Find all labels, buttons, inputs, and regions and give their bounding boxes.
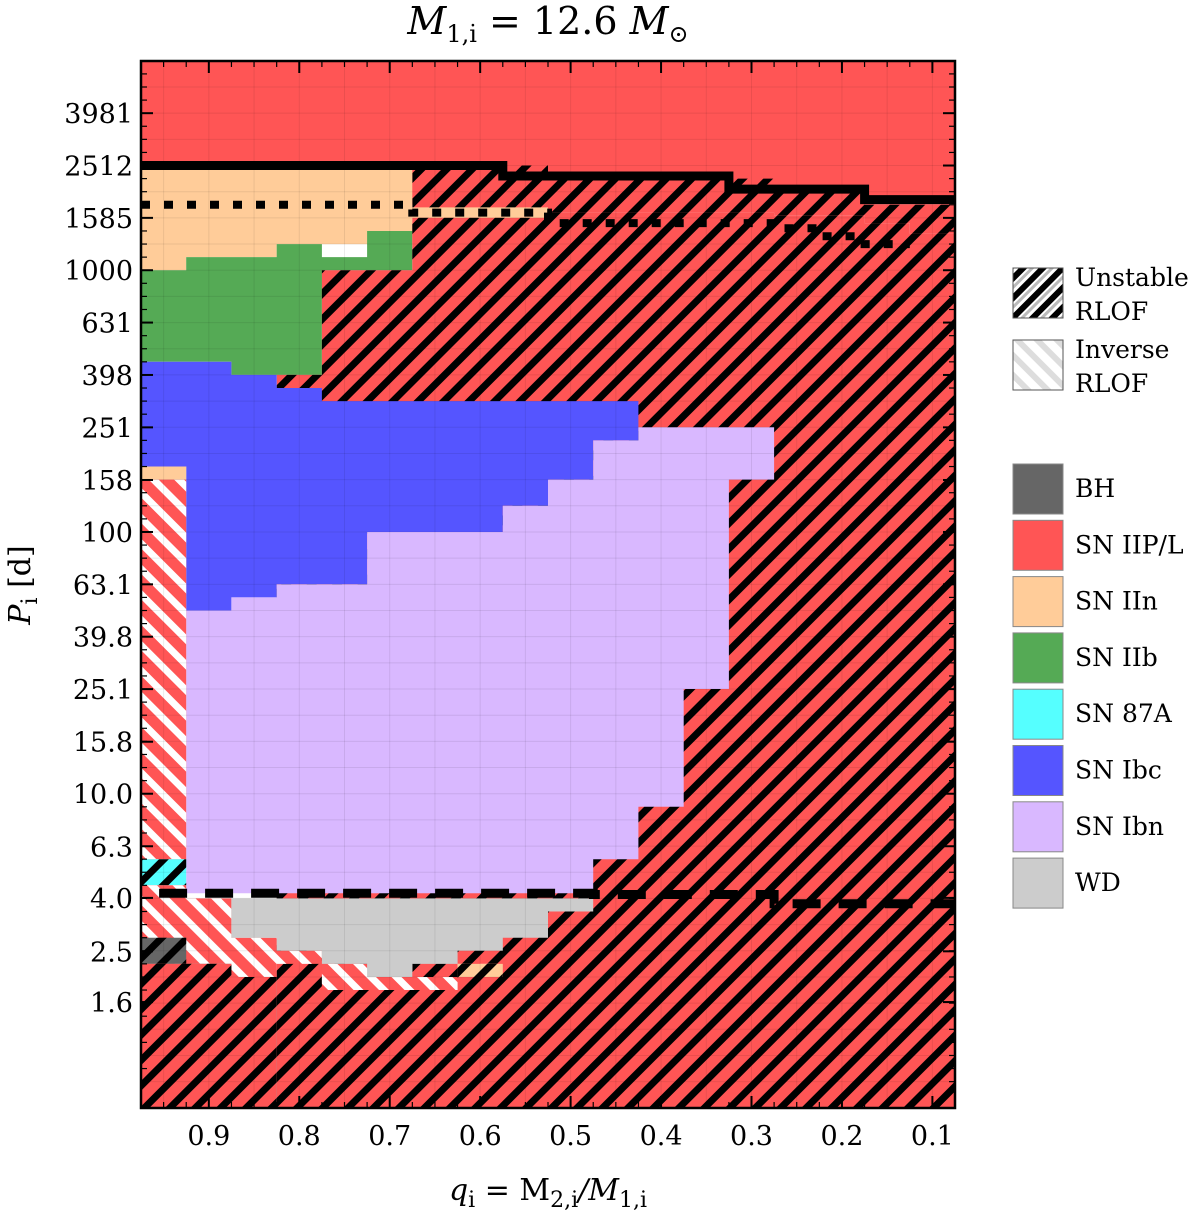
x-axis-title: qi = M2,i/M1,i [449, 1173, 647, 1213]
region-sn-ibn-9 [186, 427, 775, 894]
legend-label-bh: BH [1075, 474, 1115, 503]
boundary-solid-line [141, 161, 955, 205]
y-tick-label-1: 2512 [64, 152, 133, 183]
legend-label-inverse-rlof-1: RLOF [1075, 369, 1148, 398]
legend-swatch-sn-iin [1012, 576, 1064, 628]
legend-label-wd: WD [1075, 868, 1121, 897]
y-tick-label-14: 6.3 [90, 832, 133, 863]
legend-swatch-unstable-rlof [1012, 267, 1064, 319]
region-sn-iin-3 [141, 165, 413, 271]
legend-swatch-inverse-rlof [1012, 339, 1064, 391]
y-tick-label-6: 251 [81, 413, 133, 444]
region-inverse-hatch-12 [141, 885, 503, 990]
x-tick-label-4: 0.5 [549, 1121, 592, 1152]
y-axis: 3981 2512 1585 1000 631 398 251 158 100 63.1 39.8 2… [64, 73, 955, 1083]
legend-swatch-bh [1012, 463, 1064, 515]
legend-label-inverse-rlof-0: Inverse [1075, 335, 1169, 364]
legend-label-sn-ibn: SN Ibn [1075, 812, 1164, 841]
boundary-dashed-line [159, 888, 955, 909]
y-tick-label-16: 2.5 [90, 937, 133, 968]
y-tick-label-17: 1.6 [90, 988, 133, 1019]
x-tick-label-7: 0.2 [820, 1121, 863, 1152]
y-tick-label-5: 398 [81, 361, 133, 392]
legend-swatch-wd [1012, 857, 1064, 909]
region-sn-iib-5 [141, 244, 322, 375]
y-axis-title: Pi [d] [3, 545, 43, 625]
x-tick-label-1: 0.8 [278, 1121, 321, 1152]
y-tick-label-8: 100 [81, 518, 133, 549]
y-tick-label-9: 63.1 [73, 570, 133, 601]
legend-label-sn-iin: SN IIn [1075, 587, 1158, 616]
legend-swatch-sn-87a [1012, 688, 1064, 740]
region-unstable-hatch-14 [457, 963, 503, 977]
region-inverse-hatch-10 [141, 479, 187, 860]
legend-label-sn-iib: SN IIb [1075, 643, 1158, 672]
region-sn-iin-8 [141, 466, 187, 480]
region-sn-ibc-7 [141, 361, 639, 611]
chart-title: M1,i = 12.6 M⊙ [406, 0, 688, 48]
legend-label-sn-87a: SN 87A [1075, 699, 1173, 728]
legend-swatch-sn-ibc [1012, 745, 1064, 796]
boundary-dotted-line [141, 200, 910, 249]
region-unstable-hatch-11 [141, 859, 187, 886]
y-tick-label-15: 4.0 [90, 884, 133, 915]
legend-swatch-sn-iib [1012, 632, 1064, 684]
x-tick-label-8: 0.1 [911, 1121, 954, 1152]
y-tick-label-3: 1000 [64, 256, 133, 287]
x-tick-label-0: 0.9 [187, 1121, 230, 1152]
x-tick-label-3: 0.6 [459, 1121, 502, 1152]
region-unstable-hatch-15 [141, 937, 187, 964]
cell-gridlines [141, 61, 955, 1108]
boundary-lines [141, 161, 955, 909]
y-tick-label-11: 25.1 [73, 675, 133, 706]
legend: Unstable RLOF Inverse RLOF BH SN IIP/L SN IIn S… [1012, 263, 1189, 909]
heatmap-regions [141, 61, 955, 1108]
y-tick-label-13: 10.0 [73, 780, 133, 811]
x-tick-label-2: 0.7 [368, 1121, 411, 1152]
x-tick-label-6: 0.3 [730, 1121, 773, 1152]
region-unstable-hatch-18 [141, 963, 277, 1108]
legend-swatch-sn-ibn [1012, 801, 1064, 853]
y-tick-label-0: 3981 [64, 99, 133, 130]
y-tick-label-12: 15.8 [73, 728, 133, 759]
y-tick-label-10: 39.8 [73, 623, 133, 654]
y-tick-label-2: 1585 [64, 204, 133, 235]
legend-label-unstable-rlof-0: Unstable [1075, 263, 1189, 292]
y-tick-label-7: 158 [81, 466, 133, 497]
x-tick-label-5: 0.4 [640, 1121, 683, 1152]
legend-label-unstable-rlof-1: RLOF [1075, 297, 1148, 326]
legend-label-sn-iip-l: SN IIP/L [1075, 530, 1184, 559]
legend-label-sn-ibc: SN Ibc [1075, 756, 1162, 785]
legend-swatch-sn-iip-l [1012, 519, 1064, 571]
x-axis: 0.9 0.8 0.7 0.6 0.5 0.4 0.3 0.2 0.1 [163, 61, 956, 1152]
region-wd-13 [231, 898, 594, 977]
y-tick-label-4: 631 [81, 309, 133, 340]
